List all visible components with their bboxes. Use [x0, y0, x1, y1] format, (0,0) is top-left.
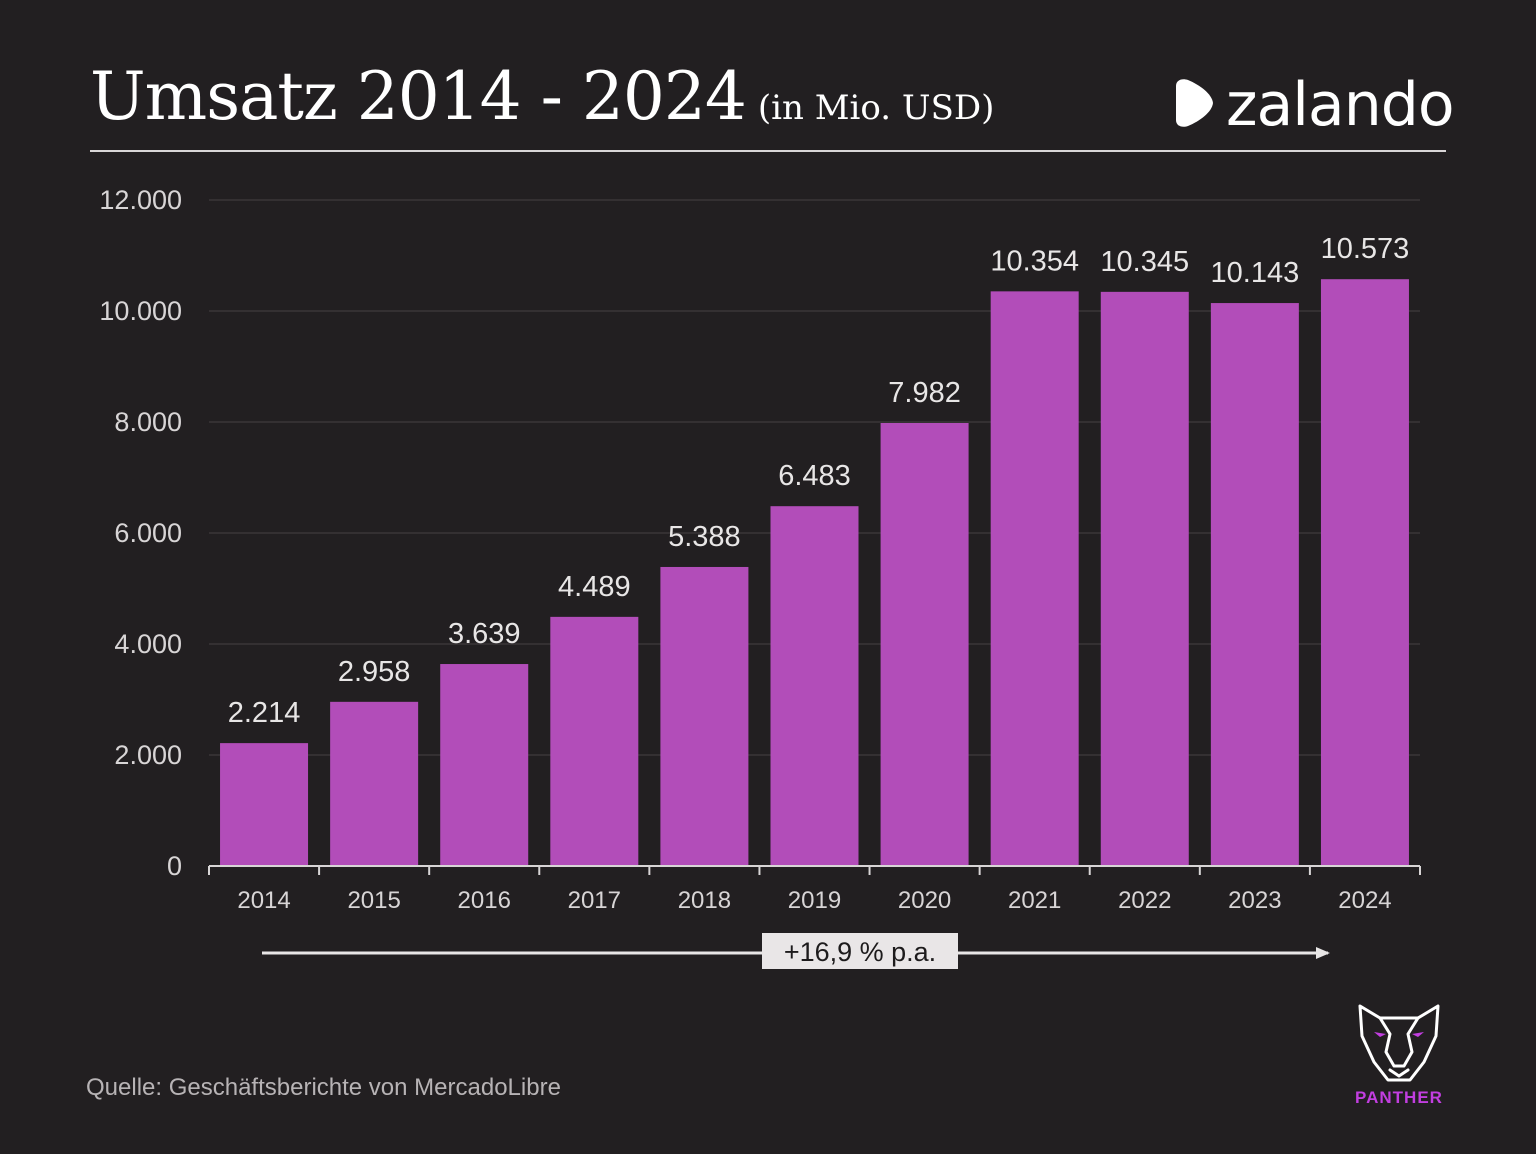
- bar: [330, 701, 419, 866]
- bar: [660, 566, 749, 866]
- source-note: Quelle: Geschäftsberichte von MercadoLib…: [86, 1074, 561, 1101]
- x-tick-label: 2015: [347, 887, 400, 914]
- brand-name: zalando: [1226, 70, 1455, 140]
- title-divider: [90, 150, 1446, 152]
- y-tick-label: 0: [167, 851, 182, 881]
- bar-value-label: 3.639: [448, 618, 521, 650]
- y-tick-label: 8.000: [114, 407, 182, 437]
- x-tick-label: 2018: [678, 887, 731, 914]
- x-tick-label: 2024: [1338, 887, 1391, 914]
- bar: [880, 422, 969, 866]
- panther-logo: PANTHER: [1346, 1000, 1452, 1112]
- x-tick-label: 2023: [1228, 887, 1281, 914]
- brand-logo: zalando: [1170, 70, 1455, 142]
- chart-title: Umsatz 2014 - 2024: [90, 58, 747, 135]
- bar: [1210, 303, 1299, 867]
- x-tick-label: 2019: [788, 887, 841, 914]
- x-tick-label: 2017: [568, 887, 621, 914]
- y-tick-label: 2.000: [114, 740, 182, 770]
- chart-subtitle: (in Mio. USD): [757, 88, 995, 128]
- growth-rate-label: +16,9 % p.a.: [784, 937, 936, 967]
- chart-title-block: Umsatz 2014 - 2024 (in Mio. USD): [90, 58, 994, 135]
- bar-value-label: 4.489: [558, 571, 631, 603]
- bar: [1100, 291, 1189, 866]
- bar-chart: 0 2.000 4.000 6.000 8.000 10.000 12.000 2014 201…: [99, 185, 1421, 969]
- bar-value-label: 10.354: [990, 245, 1079, 277]
- panther-logo-text: PANTHER: [1355, 1088, 1443, 1107]
- x-tick-label: 2021: [1008, 887, 1061, 914]
- bar-value-label: 6.483: [778, 460, 851, 492]
- x-tick-label: 2020: [898, 887, 951, 914]
- bar: [220, 743, 309, 866]
- y-tick-label: 4.000: [114, 629, 182, 659]
- bar-value-label: 5.388: [668, 521, 741, 553]
- bar: [770, 506, 859, 866]
- y-tick-label: 12.000: [99, 185, 182, 215]
- bar-value-label: 10.573: [1321, 233, 1410, 265]
- panther-head-icon: [1358, 1004, 1440, 1082]
- bar: [440, 664, 529, 866]
- y-tick-label: 6.000: [114, 518, 182, 548]
- x-tick-label: 2014: [237, 887, 290, 914]
- bar: [1320, 279, 1409, 866]
- bar-value-label: 10.143: [1211, 257, 1300, 289]
- bar-value-label: 7.982: [888, 377, 961, 409]
- bar-value-label: 2.958: [338, 656, 411, 688]
- bar-value-label: 2.214: [228, 697, 301, 729]
- brand-play-icon: [1176, 79, 1213, 127]
- growth-rate-box: [762, 933, 958, 969]
- bar: [550, 616, 639, 866]
- bar-value-label: 10.345: [1100, 246, 1189, 278]
- y-tick-label: 10.000: [99, 296, 182, 326]
- bar: [990, 291, 1079, 866]
- x-tick-label: 2016: [458, 887, 511, 914]
- x-tick-label: 2022: [1118, 887, 1171, 914]
